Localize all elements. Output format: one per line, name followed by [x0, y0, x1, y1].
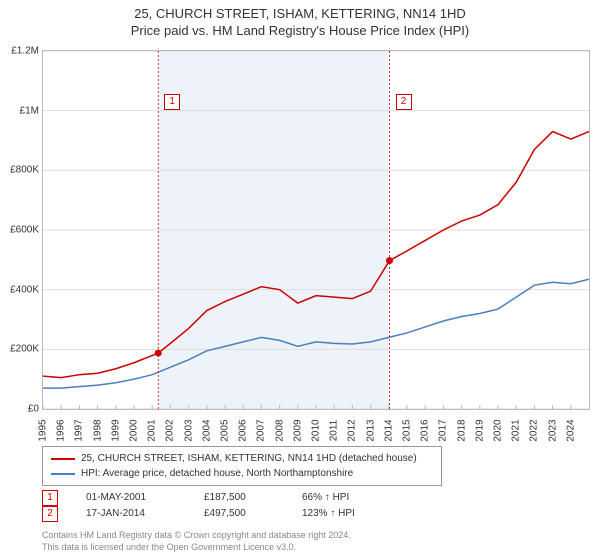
x-tick-label: 2017 [438, 419, 449, 441]
legend-row-2: HPI: Average price, detached house, Nort… [51, 466, 433, 481]
x-tick-label: 2018 [456, 419, 467, 441]
x-tick-label: 2013 [365, 419, 376, 441]
event-price-1: £187,500 [204, 490, 274, 506]
y-tick-label: £1M [20, 105, 39, 116]
y-tick-label: £400K [10, 284, 39, 295]
x-tick-label: 2022 [529, 419, 540, 441]
x-tick-label: 2003 [183, 419, 194, 441]
x-tick-label: 2005 [220, 419, 231, 441]
x-tick-label: 2016 [420, 419, 431, 441]
legend-label-1: 25, CHURCH STREET, ISHAM, KETTERING, NN1… [81, 451, 417, 466]
event-marker-1: 1 [42, 490, 58, 506]
legend-label-2: HPI: Average price, detached house, Nort… [81, 466, 353, 481]
x-tick-label: 2008 [274, 419, 285, 441]
license-text: Contains HM Land Registry data © Crown c… [42, 530, 351, 553]
x-tick-label: 2010 [311, 419, 322, 441]
title-subtitle: Price paid vs. HM Land Registry's House … [0, 23, 600, 40]
chart-event-box: 1 [164, 94, 180, 110]
x-tick-label: 2015 [402, 419, 413, 441]
legend: 25, CHURCH STREET, ISHAM, KETTERING, NN1… [42, 446, 442, 486]
x-tick-label: 1999 [110, 419, 121, 441]
x-tick-label: 2019 [474, 419, 485, 441]
x-tick-label: 2001 [147, 419, 158, 441]
x-tick-label: 1997 [74, 419, 85, 441]
x-tick-label: 2021 [511, 419, 522, 441]
x-tick-label: 2000 [129, 419, 140, 441]
x-tick-label: 2014 [383, 419, 394, 441]
event-date-2: 17-JAN-2014 [86, 506, 176, 522]
title-address: 25, CHURCH STREET, ISHAM, KETTERING, NN1… [0, 6, 600, 23]
y-tick-label: £200K [10, 344, 39, 355]
title-block: 25, CHURCH STREET, ISHAM, KETTERING, NN1… [0, 0, 600, 40]
chart-container: 25, CHURCH STREET, ISHAM, KETTERING, NN1… [0, 0, 600, 560]
x-tick-label: 1996 [56, 419, 67, 441]
x-tick-label: 2006 [238, 419, 249, 441]
x-tick-label: 2009 [292, 419, 303, 441]
x-tick-label: 2004 [201, 419, 212, 441]
license-line-1: Contains HM Land Registry data © Crown c… [42, 530, 351, 542]
chart-event-box: 2 [396, 94, 412, 110]
event-price-2: £497,500 [204, 506, 274, 522]
x-tick-label: 2011 [329, 420, 340, 442]
y-tick-label: £1.2M [11, 46, 39, 57]
x-tick-label: 2023 [547, 419, 558, 441]
license-line-2: This data is licensed under the Open Gov… [42, 542, 351, 554]
x-tick-label: 2024 [565, 419, 576, 441]
x-tick-label: 2020 [493, 419, 504, 441]
chart-area: £0£200K£400K£600K£800K£1M£1.2M 199519961… [42, 50, 590, 410]
event-row-1: 1 01-MAY-2001 £187,500 66% ↑ HPI [42, 490, 355, 506]
x-tick-label: 2007 [256, 419, 267, 441]
event-delta-2: 123% ↑ HPI [302, 506, 355, 522]
plot-svg [43, 51, 589, 409]
event-delta-1: 66% ↑ HPI [302, 490, 349, 506]
legend-row-1: 25, CHURCH STREET, ISHAM, KETTERING, NN1… [51, 451, 433, 466]
event-table: 1 01-MAY-2001 £187,500 66% ↑ HPI 2 17-JA… [42, 490, 355, 522]
legend-swatch-1 [51, 458, 75, 460]
event-row-2: 2 17-JAN-2014 £497,500 123% ↑ HPI [42, 506, 355, 522]
x-tick-label: 1998 [92, 419, 103, 441]
x-tick-label: 2012 [347, 419, 358, 441]
x-tick-label: 1995 [38, 419, 49, 441]
event-marker-2: 2 [42, 506, 58, 522]
y-tick-label: £0 [28, 404, 39, 415]
y-tick-label: £600K [10, 225, 39, 236]
legend-swatch-2 [51, 473, 75, 475]
y-tick-label: £800K [10, 165, 39, 176]
event-date-1: 01-MAY-2001 [86, 490, 176, 506]
x-tick-label: 2002 [165, 419, 176, 441]
